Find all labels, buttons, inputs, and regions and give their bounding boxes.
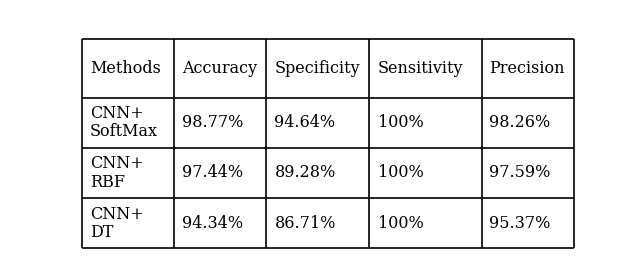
Text: 100%: 100% xyxy=(378,114,424,131)
Text: Accuracy: Accuracy xyxy=(182,60,257,77)
Text: 94.64%: 94.64% xyxy=(275,114,335,131)
Text: 94.34%: 94.34% xyxy=(182,215,243,232)
Text: CNN+
SoftMax: CNN+ SoftMax xyxy=(90,105,158,140)
Text: Specificity: Specificity xyxy=(275,60,360,77)
Text: 95.37%: 95.37% xyxy=(489,215,550,232)
Text: 98.26%: 98.26% xyxy=(489,114,550,131)
Text: 89.28%: 89.28% xyxy=(275,165,336,181)
Text: 100%: 100% xyxy=(378,165,424,181)
Text: CNN+
DT: CNN+ DT xyxy=(90,206,143,241)
Text: 97.44%: 97.44% xyxy=(182,165,243,181)
Text: Methods: Methods xyxy=(90,60,161,77)
Text: 100%: 100% xyxy=(378,215,424,232)
Text: CNN+
RBF: CNN+ RBF xyxy=(90,155,143,191)
Text: Sensitivity: Sensitivity xyxy=(378,60,463,77)
Text: 86.71%: 86.71% xyxy=(275,215,336,232)
Text: 98.77%: 98.77% xyxy=(182,114,243,131)
Text: 97.59%: 97.59% xyxy=(489,165,550,181)
Text: Precision: Precision xyxy=(489,60,564,77)
